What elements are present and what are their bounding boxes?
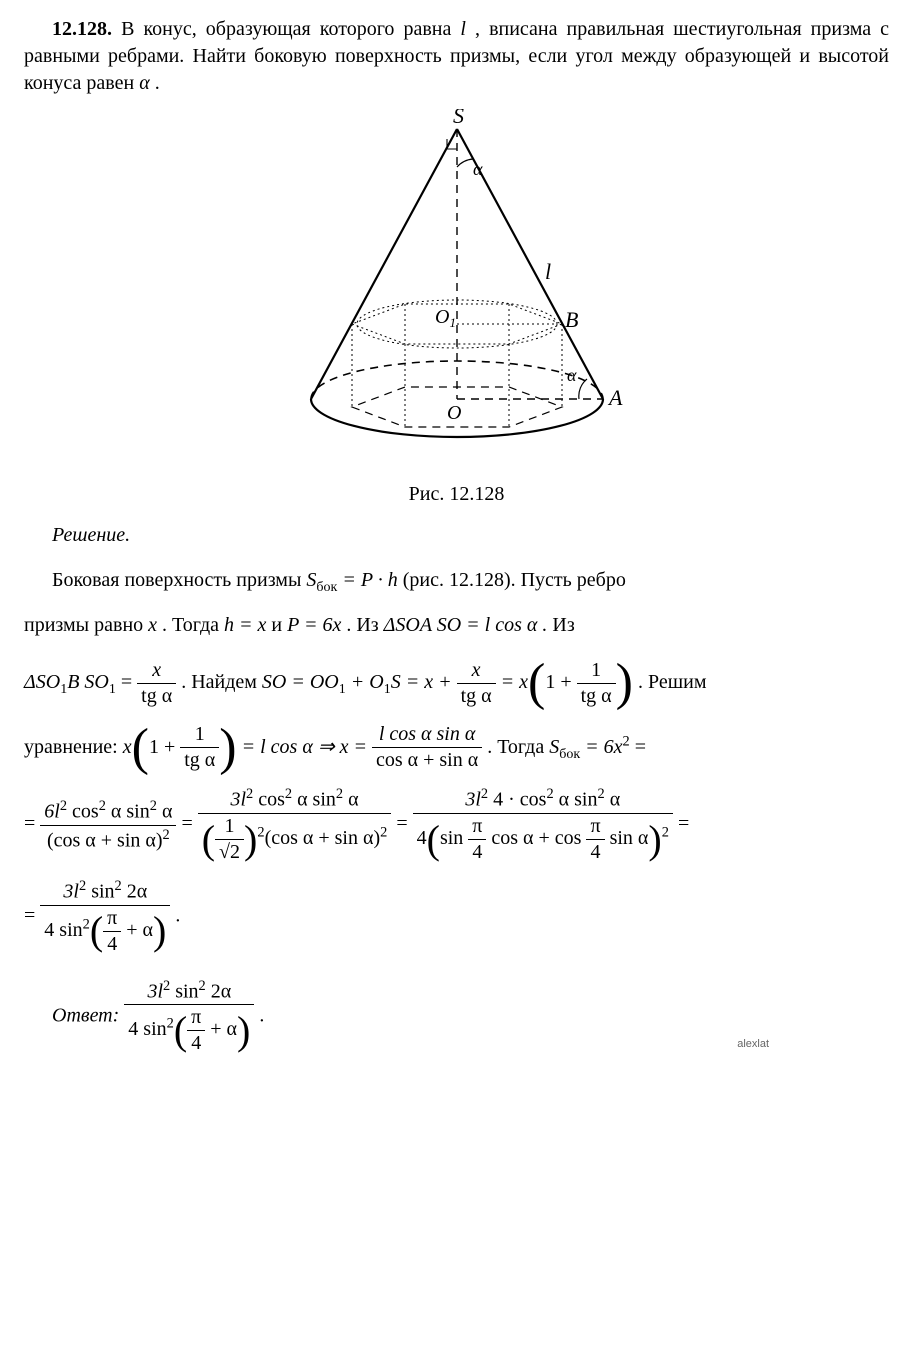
p2-c: . Из [341,614,383,636]
problem-statement: 12.128. В конус, образующая которого рав… [24,16,889,97]
eq5-frac-c: 3l2 4 · cos2 α sin2 α 4(sin π4 cos α + c… [413,785,673,865]
frac-1-tga-2: 1tg α [180,722,219,773]
p4-S: S [549,736,559,758]
p2-P: P = 6x [287,614,341,636]
p3-find: . Найдем [181,671,262,693]
solution-p2: призмы равно x . Тогда h = x и P = 6x . … [24,606,889,644]
p2-a: призмы равно [24,614,148,636]
fig-label-O: O [447,402,461,424]
p4-eq: = l cos α ⇒ [237,736,340,758]
p3-sub1c: 1 [339,682,346,697]
problem-number: 12.128. [52,18,112,40]
answer-dot: . [254,1004,264,1026]
p1-a: Боковая поверхность призмы [52,569,306,591]
problem-text-1b: , вписана правильная [466,18,664,40]
fig-label-O1: O [435,306,449,328]
p4-then: . Тогда [487,736,549,758]
eq5-frac-a: 6l2 cos2 α sin2 α (cos α + sin α)2 [40,797,176,853]
watermark: alexlat [24,1038,889,1050]
fig-label-B: B [565,307,578,332]
p3-eq: = [116,671,137,693]
p4-sq: 2 [623,733,630,749]
svg-text:O1: O1 [435,306,456,330]
p2-and: и [266,614,287,636]
solution-eq6: = 3l2 sin2 2α 4 sin2(π4 + α) . [24,877,889,957]
problem-text-1a: В конус, образующая которого равна [121,18,460,40]
p4-bok: бок [559,747,580,762]
p3-B: B [67,671,84,693]
p1-eq: = P · h [337,569,397,591]
problem-text-3b: . [150,72,160,94]
p2-iz: Из [552,614,574,636]
p2-x: x [148,614,157,636]
frac-x-tga-1: xtg α [137,658,176,709]
p3-tri: ΔSO [24,671,60,693]
eq5-frac-b: 3l2 cos2 α sin2 α (1√2)2(cos α + sin α)2 [198,785,392,865]
p1-S: S [306,569,316,591]
frac-lcossin: l cos α sin αcos α + sin α [372,722,482,773]
p3-SO1: SO [84,671,108,693]
p2-b: . Тогда [157,614,224,636]
p3-plus: + O [346,671,384,693]
p4-xeq: x = [340,736,372,758]
solution-heading: Решение. [52,524,889,547]
answer-label: Ответ: [52,1004,124,1026]
fig-label-alpha: α [473,159,483,179]
fig-label-O1-sub: 1 [449,315,456,330]
p4-6x: = 6x [580,736,622,758]
fig-label-A: A [607,385,623,410]
eq6-frac: 3l2 sin2 2α 4 sin2(π4 + α) [40,877,170,957]
frac-1-tga-1: 1tg α [577,658,616,709]
p4-a: уравнение: [24,736,123,758]
figure: S α l O1 B α O A [24,109,889,475]
figure-caption: Рис. 12.128 [24,483,889,506]
p3-eq2: = x [501,671,528,693]
p2-h: h = x [224,614,266,636]
p3-S: S = x + [391,671,457,693]
fig-label-l: l [545,259,551,284]
p4-x: x [123,736,132,758]
solution-eq5: = 6l2 cos2 α sin2 α (cos α + sin α)2 = 3… [24,785,889,865]
p3-sub1b: 1 [109,682,116,697]
frac-x-tga-2: xtg α [457,658,496,709]
p3-sub1d: 1 [384,682,391,697]
p2-SO: SO = l cos α . [432,614,553,636]
p1-bok: бок [316,580,337,595]
var-alpha: α [139,72,150,94]
p4-eq2: = [630,736,646,758]
cone-prism-diagram: S α l O1 B α O A [267,109,647,469]
solution-p4: уравнение: x(1 + 1tg α) = l cos α ⇒ x = … [24,721,889,774]
p3-solve: . Решим [633,671,707,693]
p1-b: (рис. 12.128). Пусть ребро [398,569,626,591]
solution-p1: Боковая поверхность призмы Sбок = P · h … [24,561,889,602]
fig-label-alpha2: α [567,365,577,385]
fig-label-S: S [453,109,464,128]
p2-tri: ΔSOA [384,614,432,636]
p3-SO: SO = OO [262,671,339,693]
solution-p3: ΔSO1B SO1 = xtg α . Найдем SO = OO1 + O1… [24,656,889,709]
